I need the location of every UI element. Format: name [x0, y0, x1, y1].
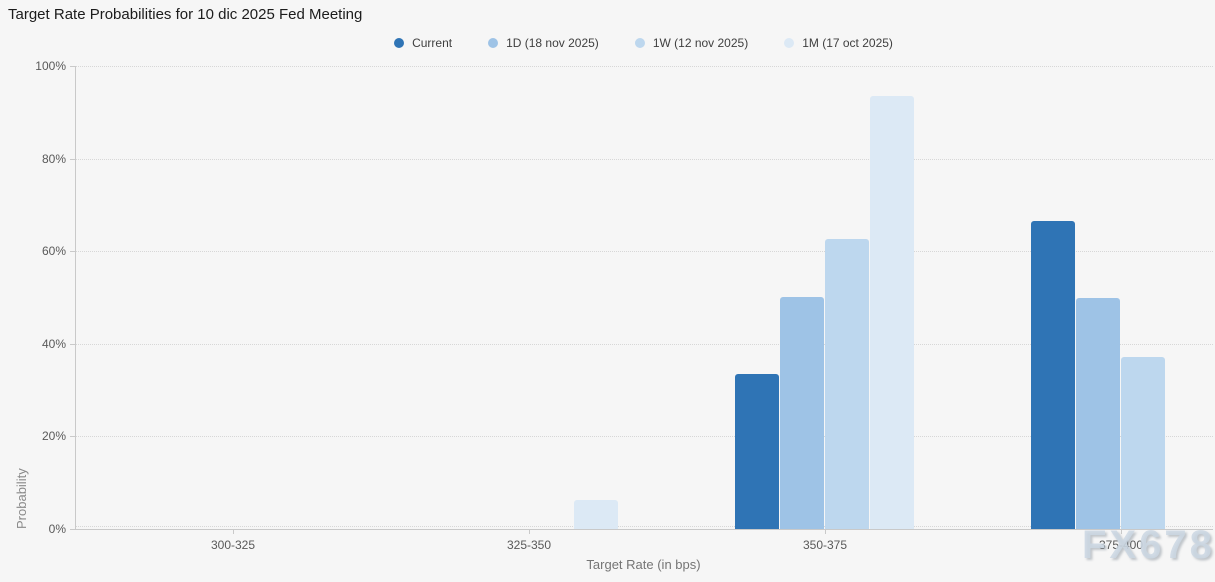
- gridline-0: [76, 526, 1213, 527]
- y-axis-tick-label: 20%: [41, 429, 66, 443]
- gridline-40: [76, 344, 1213, 345]
- bar-group-375-400: [1031, 66, 1211, 529]
- legend-item[interactable]: Current: [394, 36, 452, 50]
- legend-item[interactable]: 1M (17 oct 2025): [784, 36, 893, 50]
- x-axis-tick-label: 375-400: [1098, 538, 1144, 552]
- legend-marker-icon: [394, 38, 405, 48]
- legend: Current 1D (18 nov 2025) 1W (12 nov 2025) 1…: [75, 36, 1212, 50]
- bar-1w-350-375[interactable]: [825, 238, 869, 529]
- bar-1d-350-375[interactable]: [780, 296, 824, 529]
- x-axis-tick-mark: [1121, 529, 1122, 534]
- legend-item-label: 1M (17 oct 2025): [802, 36, 893, 50]
- gridline-100: [76, 66, 1213, 67]
- y-axis-tick-label: 40%: [41, 337, 66, 351]
- legend-item[interactable]: 1D (18 nov 2025): [488, 36, 599, 50]
- gridline-20: [76, 436, 1213, 437]
- legend-marker-icon: [634, 38, 645, 48]
- y-axis-tick-mark: [70, 66, 76, 67]
- legend-item[interactable]: 1W (12 nov 2025): [634, 36, 749, 50]
- y-axis-tick-mark: [70, 436, 76, 437]
- y-axis-tick-label: 80%: [41, 152, 66, 166]
- bar-group-350-375: [735, 66, 915, 529]
- legend-item-label: 1W (12 nov 2025): [652, 36, 749, 50]
- bar-group-300-325: [143, 66, 323, 529]
- bar-current-375-400[interactable]: [1031, 221, 1075, 529]
- y-axis-tick-mark: [70, 529, 76, 530]
- bar-1m-350-375[interactable]: [870, 96, 914, 529]
- plot-area: 0% 20% 40% 60% 80% 100% 300-325 325-350 350-375 3…: [35, 59, 1213, 552]
- x-axis-tick-mark: [233, 529, 234, 534]
- legend-item-label: 1D (18 nov 2025): [506, 36, 599, 50]
- chart-title: Target Rate Probabilities for 10 dic 202…: [8, 6, 363, 23]
- bar-1d-375-400[interactable]: [1076, 298, 1120, 529]
- bar-1m-325-350[interactable]: [574, 500, 618, 529]
- y-axis-tick-mark: [70, 159, 76, 160]
- bar-current-350-375[interactable]: [735, 373, 779, 529]
- bar-group-325-350: [439, 66, 619, 529]
- y-axis-tick-mark: [70, 251, 76, 252]
- x-axis-tick-label: 350-375: [802, 538, 848, 552]
- x-axis-tick-label: 325-350: [506, 538, 552, 552]
- y-axis-title: Probability: [14, 468, 29, 529]
- legend-marker-icon: [488, 38, 499, 48]
- y-axis-tick-label: 0%: [48, 522, 66, 536]
- gridline-80: [76, 159, 1213, 160]
- bar-1w-375-400[interactable]: [1121, 357, 1165, 529]
- x-axis-title: Target Rate (in bps): [586, 557, 701, 572]
- x-axis-tick-mark: [825, 529, 826, 534]
- legend-item-label: Current: [412, 36, 453, 50]
- y-axis-tick-mark: [70, 344, 76, 345]
- gridline-60: [76, 251, 1213, 252]
- x-axis-tick-label: 300-325: [210, 538, 256, 552]
- y-axis-tick-label: 60%: [41, 244, 66, 258]
- watermark: FX678: [1082, 523, 1215, 567]
- y-axis-tick-label: 100%: [35, 59, 66, 73]
- legend-marker-icon: [784, 38, 795, 48]
- x-axis-tick-mark: [529, 529, 530, 534]
